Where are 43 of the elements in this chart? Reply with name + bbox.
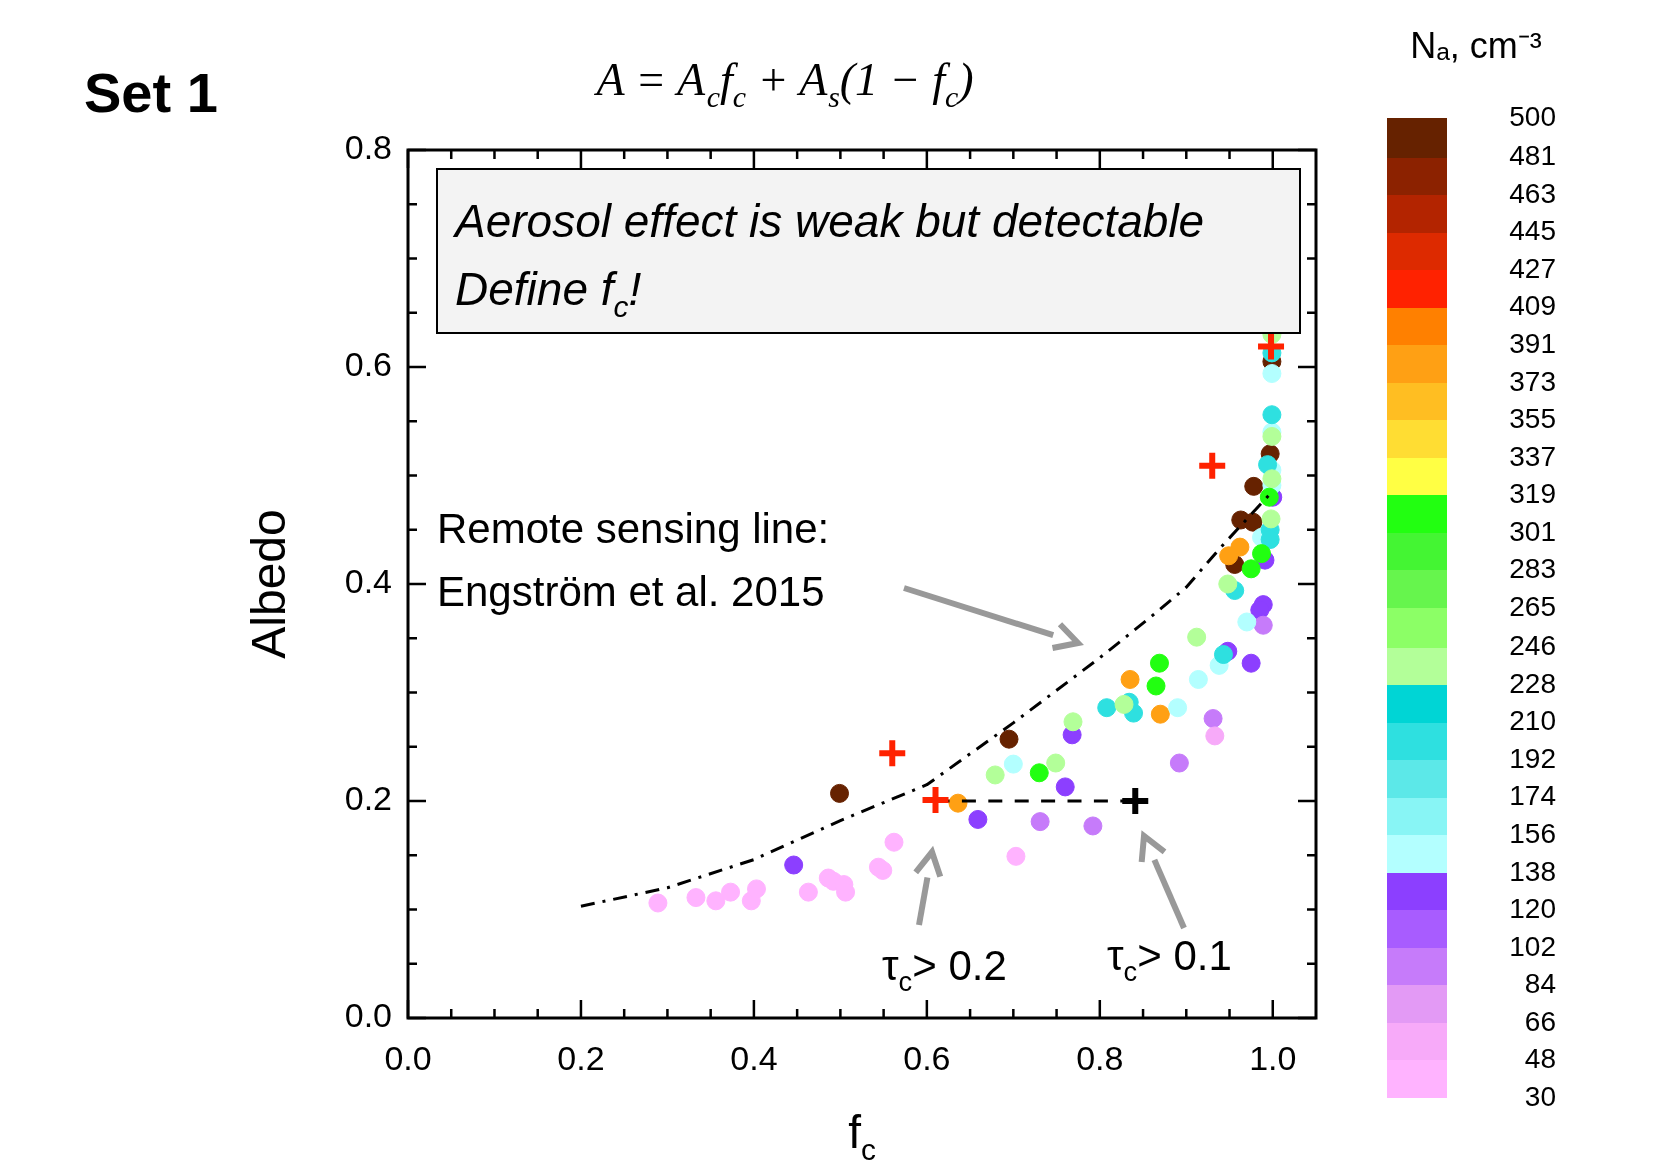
color-bar-label: 391 [1509, 328, 1556, 359]
color-bar-label: 355 [1509, 403, 1556, 435]
y-tick-label: 0.2 [344, 779, 392, 818]
color-bar-label: 210 [1509, 705, 1556, 737]
y-tick-label: 0.0 [344, 996, 392, 1035]
y-tick-label: 0.6 [344, 345, 392, 384]
color-bar-label: 228 [1509, 667, 1556, 699]
annotation: Aerosol effect is weak but detectable [452, 195, 1205, 247]
color-bar-label: 30 [1524, 1080, 1556, 1112]
color-bar-label: 246 [1509, 630, 1556, 662]
chart-title: Set 1 [84, 61, 218, 124]
x-tick-label: 1.0 [1249, 1038, 1297, 1077]
color-bar-label: 48 [1524, 1043, 1556, 1075]
color-bar-label: 301 [1509, 515, 1556, 547]
annotation: Remote sensing line: Engström et al. 2015 [437, 505, 830, 615]
color-bar-label: 174 [1509, 780, 1556, 812]
y-tick-label: 0.4 [344, 562, 392, 601]
x-tick-label: 0.2 [557, 1038, 605, 1077]
color-bar-label: 337 [1509, 440, 1556, 472]
color-bar-label: 463 [1509, 177, 1556, 209]
color-bar-label: 102 [1509, 930, 1556, 962]
color-bar-label: 319 [1509, 478, 1556, 510]
color-bar-label: 156 [1509, 818, 1556, 849]
color-bar-label: 409 [1509, 290, 1556, 322]
color-bar-label: 192 [1509, 742, 1556, 774]
color-bar-label: 481 [1509, 140, 1556, 172]
color-bar-label: 427 [1509, 252, 1556, 284]
y-axis-title: Albedo [242, 509, 295, 659]
color-bar-label: 138 [1509, 855, 1556, 887]
color-bar-label: 120 [1509, 893, 1556, 925]
color-bar-label: 265 [1509, 590, 1556, 622]
x-tick-label: 0.8 [1076, 1038, 1124, 1077]
color-bar-title: Nₐ, cm⁻³ [1410, 25, 1542, 66]
color-bar-label: 283 [1509, 553, 1556, 585]
x-tick-label: 0.4 [730, 1038, 778, 1077]
x-tick-label: 0.0 [384, 1038, 432, 1077]
color-bar-label: 84 [1524, 968, 1556, 1000]
color-bar-label: 500 [1509, 100, 1556, 132]
x-tick-label: 0.6 [903, 1038, 951, 1077]
color-bar-label: 445 [1509, 215, 1556, 247]
color-bar-label: 373 [1509, 365, 1556, 397]
y-tick-label: 0.8 [344, 128, 392, 167]
color-bar-label: 66 [1524, 1005, 1556, 1037]
